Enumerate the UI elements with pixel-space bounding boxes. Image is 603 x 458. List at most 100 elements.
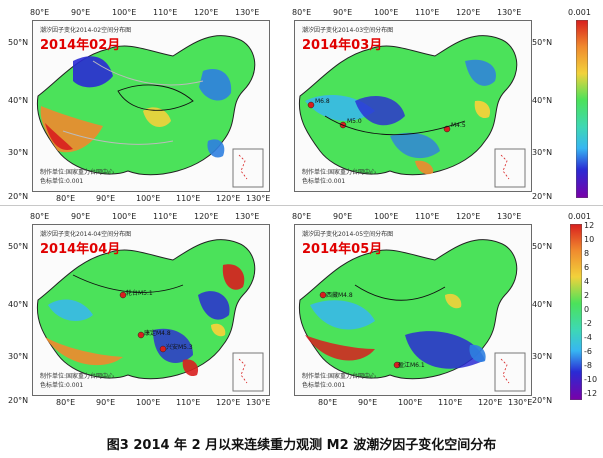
lon-tick-bottom: 120°E	[478, 398, 503, 407]
credit-line: 色标单位:0.001	[302, 382, 346, 389]
credit-line: 制作单位:国家重力台网中心	[302, 373, 377, 380]
earthquake-label: 康定M4.8	[144, 330, 171, 337]
map-panel-2014-03: 80°E 90°E 100°E 110°E 120°E 130°E	[270, 8, 552, 201]
earthquake-label: M4.5	[451, 122, 466, 129]
map-title: 潮汐因子变化2014-04空间分布图	[40, 231, 132, 238]
earthquake-marker	[319, 291, 327, 299]
lat-tick: 30°N	[8, 148, 29, 157]
earthquake-marker	[137, 331, 145, 339]
tidal-factor-map	[36, 35, 264, 188]
colorbar-top-label: 0.001	[568, 212, 591, 221]
credit-line: 色标单位:0.001	[302, 178, 346, 185]
lon-tick-top: 80°E	[292, 8, 312, 17]
lon-tick-bottom: 130°E	[246, 194, 271, 203]
credit-line: 制作单位:国家重力台网中心	[302, 169, 377, 176]
map-title: 潮汐因子变化2014-03空间分布图	[302, 27, 394, 34]
credit-line: 制作单位:国家重力台网中心	[40, 169, 115, 176]
credit-line: 制作单位:国家重力台网中心	[40, 373, 115, 380]
earthquake-marker	[119, 291, 127, 299]
earthquake-marker	[307, 101, 315, 109]
lon-tick-bottom: 110°E	[176, 398, 201, 407]
colorbar-scale	[570, 224, 582, 400]
lat-tick: 30°N	[8, 352, 29, 361]
map-title: 潮汐因子变化2014-05空间分布图	[302, 231, 394, 238]
colorbar-tick: 6	[584, 263, 590, 272]
lat-tick: 40°N	[532, 300, 553, 309]
lon-tick-bottom: 120°E	[216, 398, 241, 407]
tidal-factor-map	[298, 239, 526, 392]
map-frame	[294, 224, 532, 396]
colorbar-top-label: 0.001	[568, 8, 591, 17]
map-frame	[32, 224, 270, 396]
earthquake-label: 轮台M5.1	[126, 290, 153, 297]
lon-tick-bottom: 80°E	[56, 398, 76, 407]
lon-tick-bottom: 120°E	[216, 194, 241, 203]
lon-tick-top: 120°E	[456, 212, 481, 221]
lon-tick-bottom: 130°E	[246, 398, 271, 407]
map-frame	[32, 20, 270, 192]
colorbar-tick: -4	[584, 333, 592, 342]
lat-tick: 50°N	[8, 38, 29, 47]
map-date-label: 2014年04月	[40, 242, 121, 257]
map-panel-2014-05: 80°E 90°E 100°E 110°E 120°E 130°E 潮汐因子变化…	[270, 212, 552, 407]
colorbar-tick: -8	[584, 361, 592, 370]
map-panel-2014-02: 80°E 90°E 100°E 110°E 120°E 130°E 潮汐因子变化…	[8, 8, 271, 203]
lon-tick-top: 80°E	[292, 212, 312, 221]
lat-tick: 40°N	[8, 300, 29, 309]
lon-tick-bottom: 80°E	[318, 398, 338, 407]
lon-tick-top: 100°E	[374, 212, 399, 221]
earthquake-marker	[393, 361, 401, 369]
lat-tick: 50°N	[8, 242, 29, 251]
lon-tick-bottom: 80°E	[56, 194, 76, 203]
map-date-label: 2014年02月	[40, 38, 121, 53]
lon-tick-bottom: 110°E	[438, 398, 463, 407]
credit-line: 色标单位:0.001	[40, 178, 84, 185]
tidal-factor-map	[298, 35, 526, 188]
map-frame	[294, 20, 532, 192]
lon-tick-top: 80°E	[30, 212, 50, 221]
lon-tick-top: 90°E	[71, 212, 91, 221]
lon-tick-top: 90°E	[333, 8, 353, 17]
earthquake-label: 兴安M5.3	[166, 344, 193, 351]
lat-tick: 50°N	[532, 38, 553, 47]
panel-divider	[0, 205, 603, 206]
lon-tick-bottom: 100°E	[136, 398, 161, 407]
lon-tick-top: 110°E	[153, 212, 178, 221]
lon-tick-bottom: 90°E	[96, 398, 116, 407]
earthquake-marker	[159, 345, 167, 353]
lat-tick: 20°N	[532, 192, 553, 201]
lon-tick-top: 120°E	[194, 8, 219, 17]
colorbar-tick: 0	[584, 305, 590, 314]
lon-tick-bottom: 90°E	[96, 194, 116, 203]
colorbar-tick: -6	[584, 347, 592, 356]
lon-tick-top: 130°E	[235, 212, 260, 221]
map-date-label: 2014年05月	[302, 242, 383, 257]
colorbar-tick: 10	[584, 235, 595, 244]
colorbar-tick: 12	[584, 221, 595, 230]
lon-tick-top: 80°E	[30, 8, 50, 17]
map-title: 潮汐因子变化2014-02空间分布图	[40, 27, 132, 34]
lon-tick-top: 100°E	[112, 8, 137, 17]
lat-tick: 50°N	[532, 242, 553, 251]
colorbar-tick: 8	[584, 249, 590, 258]
credit-line: 色标单位:0.001	[40, 382, 84, 389]
lon-tick-top: 90°E	[71, 8, 91, 17]
map-date-label: 2014年03月	[302, 38, 383, 53]
earthquake-label: M5.0	[347, 118, 362, 125]
colorbar-tick: 2	[584, 291, 590, 300]
colorbar-tick: -10	[584, 375, 598, 384]
colorbar-bottom: 0.001 12 10 8 6 4 2 0 -2 -4	[566, 212, 600, 407]
lon-tick-top: 120°E	[194, 212, 219, 221]
lon-tick-top: 130°E	[497, 8, 522, 17]
lon-tick-top: 100°E	[112, 212, 137, 221]
lon-tick-bottom: 100°E	[136, 194, 161, 203]
earthquake-label: 西藏M4.8	[326, 292, 353, 299]
lat-tick: 20°N	[8, 396, 29, 405]
lon-tick-top: 100°E	[374, 8, 399, 17]
lat-tick: 30°N	[532, 148, 553, 157]
lat-tick: 20°N	[8, 192, 29, 201]
lon-tick-top: 110°E	[415, 8, 440, 17]
lat-tick: 20°N	[532, 396, 553, 405]
colorbar-top: 0.001	[566, 8, 600, 198]
earthquake-label: 盈江M6.1	[398, 362, 425, 369]
